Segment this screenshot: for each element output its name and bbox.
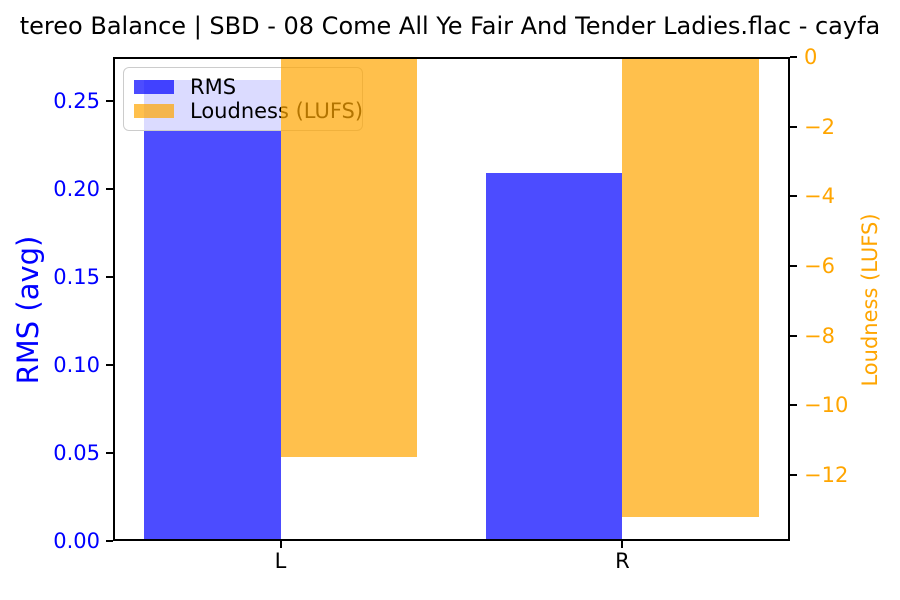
chart-title: tereo Balance | SBD - 08 Come All Ye Fai…	[19, 12, 881, 40]
left-y-tick-mark	[106, 452, 113, 454]
legend: RMS Loudness (LUFS)	[123, 67, 363, 131]
x-tick-mark	[621, 541, 624, 548]
left-y-tick-mark	[106, 188, 113, 190]
bar-rms-l	[143, 79, 281, 541]
right-y-tick-mark	[790, 264, 797, 267]
right-y-tick-label: −4	[804, 184, 835, 209]
bar-rms-r	[485, 173, 623, 541]
left-y-tick-label: 0.25	[53, 89, 100, 113]
right-y-tick-label: −10	[804, 393, 849, 418]
legend-label-loudness: Loudness (LUFS)	[190, 99, 364, 123]
right-y-tick-label: −12	[804, 462, 849, 487]
x-category-label-l: L	[274, 549, 287, 573]
left-y-tick-label: 0.05	[53, 441, 100, 465]
left-y-tick-mark	[106, 276, 113, 278]
legend-item-loudness: Loudness (LUFS)	[134, 99, 363, 123]
right-y-tick-label: −2	[804, 114, 835, 139]
right-y-tick-mark	[790, 404, 797, 407]
legend-item-rms: RMS	[134, 75, 352, 99]
bar-loudness-lufs-r	[622, 57, 760, 517]
right-y-tick-label: −8	[804, 323, 835, 348]
right-y-tick-label: −6	[804, 253, 835, 278]
right-y-tick-mark	[790, 334, 797, 337]
legend-label-rms: RMS	[190, 75, 237, 99]
right-y-tick-mark	[790, 195, 797, 198]
rms-legend-swatch-icon	[134, 80, 174, 94]
left-axis-label: RMS (avg)	[11, 235, 45, 385]
x-tick-mark	[279, 541, 282, 548]
left-y-tick-mark	[106, 540, 113, 542]
left-y-tick-mark	[106, 364, 113, 366]
loudness-legend-swatch-icon	[134, 104, 174, 118]
left-y-tick-label: 0.00	[53, 529, 100, 553]
right-y-tick-mark	[790, 473, 797, 476]
right-y-tick-mark	[790, 125, 797, 128]
x-category-label-r: R	[615, 549, 630, 573]
left-y-tick-label: 0.20	[53, 177, 100, 201]
right-y-tick-mark	[790, 56, 797, 58]
right-axis-label: Loudness (LUFS)	[858, 213, 882, 387]
right-y-tick-label: 0	[804, 45, 818, 69]
left-y-tick-mark	[106, 100, 113, 102]
